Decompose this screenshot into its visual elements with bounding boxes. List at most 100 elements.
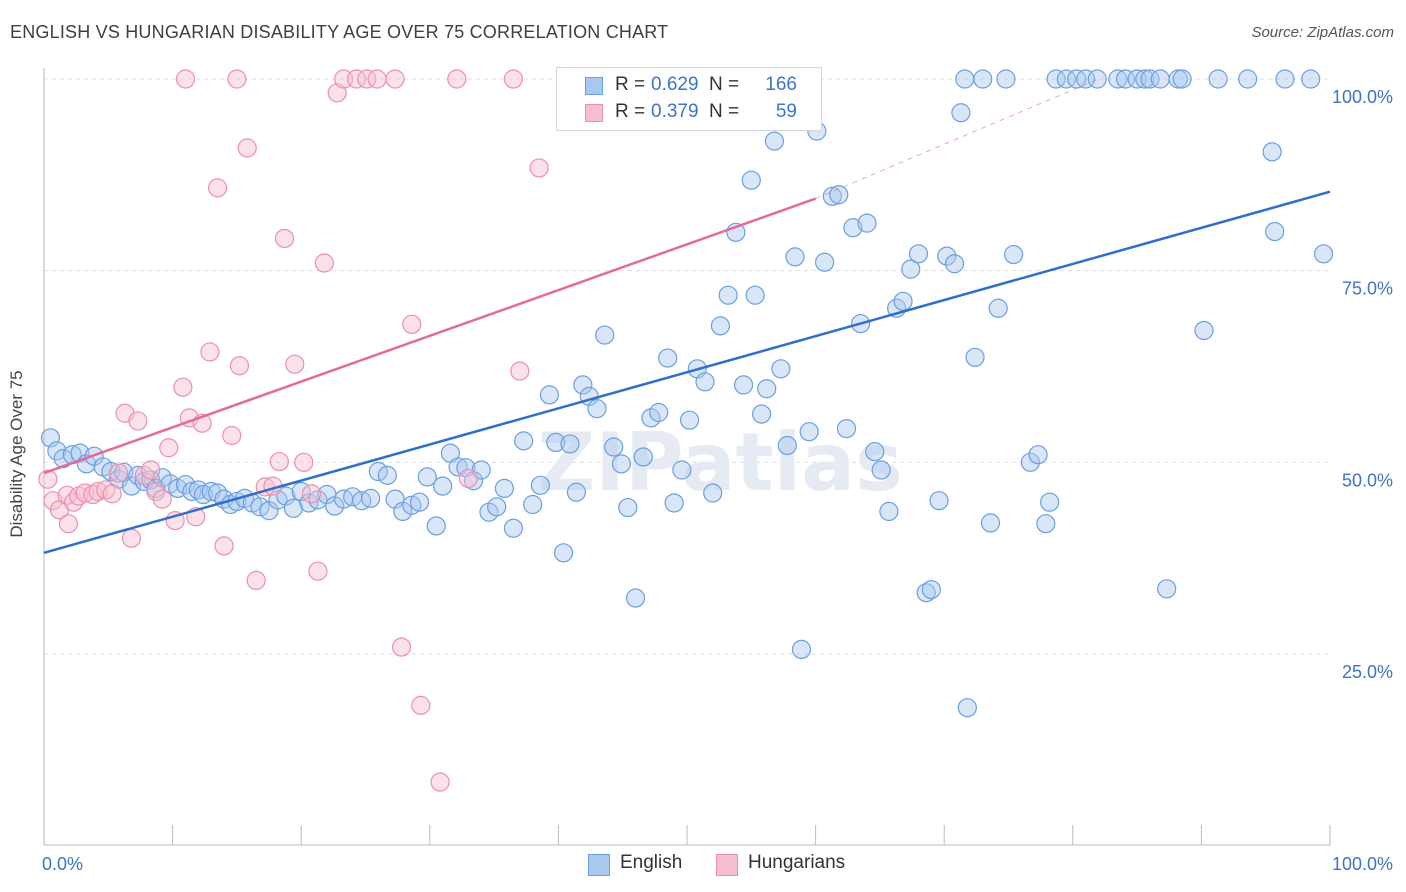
n-value: 166	[765, 74, 797, 95]
x-tick-label: 100.0%	[1332, 854, 1393, 874]
english-point	[703, 483, 723, 503]
y-tick-label: 50.0%	[1342, 470, 1393, 490]
n-label: N =	[709, 101, 740, 122]
english-point	[1046, 69, 1066, 89]
hungarians-point	[102, 484, 122, 504]
english-point	[1262, 142, 1282, 162]
hungarians-point	[227, 69, 247, 89]
hungarians-point	[402, 314, 422, 334]
english-point	[843, 218, 863, 238]
english-point	[633, 447, 653, 467]
hungarians-point	[529, 158, 549, 178]
english-point	[791, 639, 812, 660]
hungarians-swatch	[585, 104, 603, 122]
english-point	[857, 213, 877, 233]
english-point	[409, 492, 430, 512]
english-point	[377, 465, 397, 485]
r-label: R =	[615, 74, 646, 95]
chart-title: ENGLISH VS HUNGARIAN DISABILITY AGE OVER…	[10, 22, 669, 42]
english-point	[799, 422, 819, 442]
r-value: 0.379	[651, 101, 699, 122]
english-point	[611, 454, 632, 474]
hungarians-point	[447, 69, 467, 89]
english-point	[1313, 244, 1334, 264]
hungarians-point	[294, 452, 314, 472]
hungarians-point	[301, 484, 322, 504]
hungarians-point	[357, 69, 377, 89]
english-point	[1040, 492, 1060, 512]
english-point	[1004, 244, 1024, 265]
english-point	[503, 518, 523, 538]
english-point	[1115, 69, 1136, 89]
hungarians-point	[83, 484, 103, 505]
english-point	[553, 543, 574, 563]
english-point	[514, 431, 534, 451]
english-point	[1301, 69, 1321, 89]
hungarians-point	[175, 69, 196, 89]
english-point	[672, 460, 692, 480]
english-point	[777, 435, 797, 456]
english-point	[433, 476, 453, 496]
y-tick-label: 100.0%	[1332, 87, 1393, 107]
hungarians-point	[367, 69, 387, 89]
english-trend-line	[43, 190, 1331, 555]
english-point	[865, 442, 885, 462]
hungarians-point	[134, 465, 154, 485]
english-point	[893, 291, 913, 311]
english-point	[996, 69, 1016, 89]
hungarians-point	[430, 772, 450, 792]
english-point	[1140, 69, 1160, 89]
english-point	[595, 325, 615, 345]
english-point	[944, 254, 965, 274]
watermark: ZIPatlas	[537, 416, 903, 509]
english-point	[649, 402, 669, 423]
hungarians-point	[146, 481, 166, 502]
english-point	[121, 476, 142, 496]
r-value: 0.629	[651, 74, 699, 95]
hungarians-point	[88, 481, 108, 502]
english-point	[965, 347, 985, 367]
hungarians-point	[141, 460, 161, 480]
hungarians-point	[58, 514, 79, 534]
hungarians-point	[108, 463, 129, 483]
hungarians-point	[391, 637, 412, 657]
english-point	[829, 185, 849, 205]
hungarians-point	[237, 138, 257, 158]
english-point	[1028, 445, 1048, 465]
english-point	[1087, 69, 1107, 89]
hungarians-point	[214, 536, 234, 556]
english-point	[182, 481, 202, 502]
hungarians-point	[346, 69, 367, 89]
english-point	[908, 244, 929, 264]
english-point	[785, 247, 805, 267]
english-point	[618, 497, 638, 518]
english-point	[1056, 69, 1076, 89]
english-point	[587, 399, 607, 419]
english-point	[1208, 69, 1228, 89]
english-point	[764, 131, 785, 151]
english-point	[815, 252, 835, 272]
english-point	[494, 478, 514, 498]
english-point	[836, 419, 857, 439]
english-point	[361, 488, 381, 508]
english-point	[1275, 69, 1295, 89]
english-point	[193, 484, 214, 505]
english-point	[1238, 69, 1258, 89]
english-point	[1150, 69, 1170, 89]
legend-row-hungarians: R = 0.379 N = 59	[557, 101, 821, 125]
axes	[43, 68, 1331, 846]
english-point	[283, 498, 304, 518]
hungarians-point	[269, 451, 289, 472]
english-point	[955, 69, 975, 89]
series-english-points	[40, 69, 1334, 718]
english-point	[546, 432, 566, 452]
english-point	[1108, 69, 1128, 89]
hungarians-point	[159, 438, 179, 458]
english-point	[1157, 579, 1177, 599]
english-legend-swatch	[588, 854, 610, 876]
english-point	[539, 385, 559, 405]
hungarians-point	[503, 69, 523, 89]
y-tick-label: 25.0%	[1342, 662, 1393, 682]
english-point	[937, 246, 957, 266]
hungarians-point	[274, 228, 295, 249]
